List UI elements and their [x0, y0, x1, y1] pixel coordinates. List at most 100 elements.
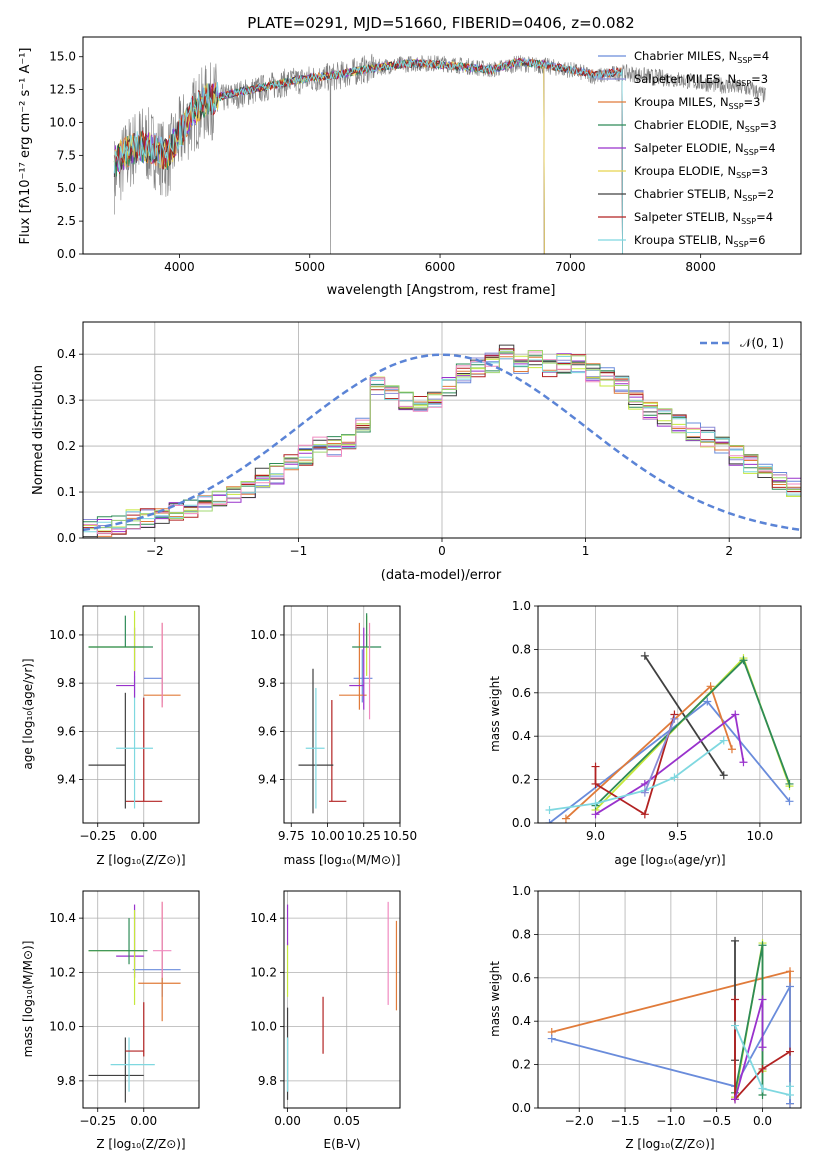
model-spectrum-line	[113, 58, 623, 254]
massweight-vs-age-y-tick-label: 1.0	[512, 599, 531, 613]
weight-marker	[786, 1090, 795, 1099]
errorbar-point	[116, 904, 144, 978]
model-spectrum-line	[113, 58, 623, 254]
weight-marker	[758, 1084, 767, 1093]
massweight-vs-age-x-tick-label: 9.0	[586, 829, 605, 843]
massweight-vs-Z-y-tick-label: 0.4	[512, 1014, 531, 1028]
weight-marker	[785, 779, 794, 788]
errorbar-point	[88, 918, 148, 965]
age-vs-Z-panel: −0.25 0.00 9.4 9.6 9.8 10.0 Z [log₁₀(Z/Z⊙)] a…	[21, 605, 200, 867]
massweight-vs-Z-x-tick-label: −1.5	[610, 1114, 639, 1128]
legend-entry: Salpeter STELIB, NSSP=4	[634, 210, 773, 226]
weight-marker	[719, 736, 728, 745]
mass-vs-ebv-frame	[283, 890, 401, 1109]
errorbar-point	[88, 909, 144, 1005]
legend-entry: Chabrier ELODIE, NSSP=3	[634, 118, 777, 134]
weight-marker	[731, 1095, 740, 1104]
spectrum-y-tick-label: 0.0	[57, 247, 76, 261]
massweight-vs-age-y-tick-label: 0.0	[512, 816, 531, 830]
age-vs-mass-x-tick-label: 10.00	[310, 829, 344, 843]
age-vs-Z-errorbars	[88, 610, 181, 809]
age-vs-mass-x-tick-label: 10.25	[347, 829, 381, 843]
age-vs-Z-x-label: Z [log₁₀(Z/Z⊙)]	[96, 853, 185, 867]
weight-marker	[786, 982, 795, 991]
weight-marker	[640, 810, 649, 819]
mass-vs-Z-y-tick-label: 10.2	[49, 965, 76, 979]
weight-line	[594, 656, 791, 811]
weight-marker	[640, 651, 649, 660]
age-vs-Z-y-tick-label: 10.0	[49, 628, 76, 642]
weight-marker	[731, 936, 740, 945]
weight-marker	[739, 656, 748, 665]
errorbar-point	[352, 613, 382, 648]
weight-marker	[591, 799, 600, 808]
legend-entry: Kroupa STELIB, NSSP=6	[634, 233, 765, 249]
mass-vs-Z-y-label: mass [log₁₀(M/M⊙)]	[21, 941, 35, 1058]
errorbar-point	[110, 1037, 155, 1092]
age-vs-mass-y-tick-label: 10.0	[250, 628, 277, 642]
weight-marker	[786, 1099, 795, 1108]
weight-marker	[731, 710, 740, 719]
spectrum-x-tick-label: 4000	[164, 260, 195, 274]
weight-marker	[786, 1082, 795, 1091]
spectrum-x-tick-label: 8000	[685, 260, 716, 274]
mass-vs-ebv-y-tick-label: 10.0	[250, 1020, 277, 1034]
age-vs-mass-plot-area: 9.75 10.00 10.25 10.50 9.4 9.6 9.8 10.0	[250, 605, 417, 843]
age-vs-mass-panel: 9.75 10.00 10.25 10.50 9.4 9.6 9.8 10.0 mass [l…	[250, 605, 417, 867]
massweight-vs-age-x-label: age [log₁₀(age/yr)]	[614, 853, 725, 867]
errorbar-point	[328, 700, 347, 802]
spectrum-x-tick-label: 7000	[555, 260, 586, 274]
spectrum-frame	[82, 36, 802, 255]
residuals-y-tick-label: 0.0	[57, 531, 76, 545]
massweight-vs-age-panel: 9.0 9.5 10.0 0.0 0.2 0.4 0.6 0.8 1.0 age [log₁₀(…	[488, 599, 802, 867]
spectrum-y-tick-label: 7.5	[57, 148, 76, 162]
residual-histogram	[83, 344, 801, 538]
spectrum-y-tick-label: 15.0	[49, 50, 76, 64]
massweight-vs-Z-x-tick-label: −0.5	[702, 1114, 731, 1128]
weight-marker	[591, 762, 600, 771]
massweight-vs-age-y-tick-label: 0.4	[512, 729, 531, 743]
spectrum-y-tick-label: 2.5	[57, 214, 76, 228]
massweight-vs-Z-y-tick-label: 0.6	[512, 971, 531, 985]
age-vs-mass-y-tick-label: 9.6	[258, 724, 277, 738]
weight-marker	[591, 779, 600, 788]
weight-line	[549, 739, 725, 811]
age-vs-Z-y-tick-label: 9.6	[57, 724, 76, 738]
massweight-vs-age-x-tick-label: 9.5	[668, 829, 687, 843]
residuals-y-tick-label: 0.1	[57, 485, 76, 499]
spectrum-lines	[113, 53, 766, 254]
weight-line	[594, 714, 676, 816]
spectrum-panel: 4000 5000 6000 7000 8000 0.0 2.5 5.0 7.5 10.0 12.5…	[18, 36, 802, 298]
age-vs-Z-plot-area: −0.25 0.00 9.4 9.6 9.8 10.0	[49, 605, 200, 843]
mass-vs-Z-y-tick-label: 10.0	[49, 1020, 76, 1034]
massweight-vs-Z-frame	[537, 890, 802, 1109]
weight-marker	[727, 745, 736, 754]
massweight-vs-Z-lines	[547, 936, 795, 1108]
mass-vs-Z-x-tick-label: 0.00	[130, 1114, 157, 1128]
mass-vs-ebv-x-tick-label: 0.05	[333, 1114, 360, 1128]
massweight-vs-Z-y-tick-label: 1.0	[512, 884, 531, 898]
massweight-vs-Z-plot-area: −2.0 −1.5 −1.0 −0.5 0.0 0.0 0.2 0.4 0.6 0.8 1.0	[512, 884, 802, 1128]
weight-marker	[758, 1064, 767, 1073]
errorbar-point	[152, 901, 172, 978]
weight-marker	[731, 1021, 740, 1030]
legend-entry: Chabrier STELIB, NSSP=2	[634, 187, 774, 203]
weight-marker	[786, 1047, 795, 1056]
age-vs-Z-y-label: age [log₁₀(age/yr)]	[21, 658, 35, 769]
residuals-x-tick-label: 1	[582, 544, 590, 558]
legend-entry: Kroupa ELODIE, NSSP=3	[634, 164, 768, 180]
mass-vs-ebv-y-tick-label: 10.4	[250, 911, 277, 925]
residuals-y-tick-label: 0.2	[57, 439, 76, 453]
weight-line	[643, 718, 676, 793]
mass-vs-Z-frame	[82, 890, 200, 1109]
age-vs-mass-x-label: mass [log₁₀(M/M⊙)]	[284, 853, 401, 867]
errorbar-point	[132, 920, 181, 997]
weight-marker	[545, 805, 554, 814]
weight-marker	[545, 819, 554, 823]
massweight-vs-Z-x-tick-label: −1.0	[656, 1114, 685, 1128]
spectrum-y-tick-label: 10.0	[49, 115, 76, 129]
spectrum-x-tick-label: 6000	[425, 260, 456, 274]
weight-line	[734, 1025, 791, 1097]
residuals-y-label: Normed distribution	[31, 365, 46, 495]
